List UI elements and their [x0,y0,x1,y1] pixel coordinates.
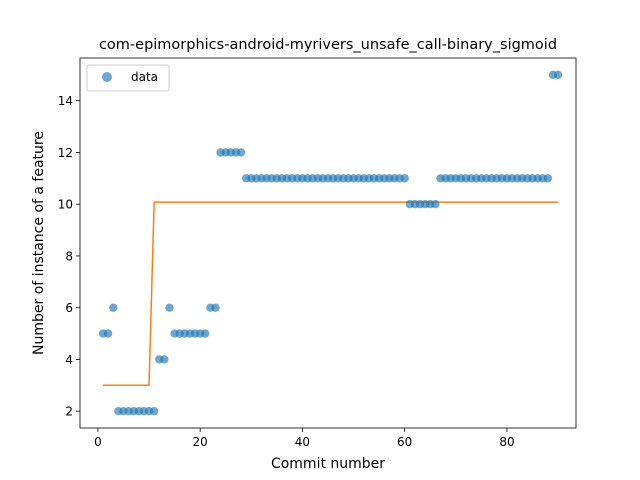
data-point [165,303,174,312]
axes-frame [79,57,577,429]
x-tick-label: 60 [397,435,412,449]
y-axis-label: Number of instance of a feature [31,131,47,355]
y-axis: 2 4 6 8 10 12 14 [58,94,80,419]
y-tick-label: 14 [58,94,73,108]
data-point [553,70,563,80]
y-tick-label: 4 [65,353,73,367]
y-tick-label: 12 [58,146,73,160]
fit-line [103,201,559,387]
y-tick-label: 8 [65,249,73,263]
x-axis-label: Commit number [271,456,385,472]
x-axis: 0 20 40 60 80 [94,428,515,449]
legend-box [86,64,170,92]
x-tick-label: 20 [193,435,208,449]
x-tick-label: 80 [499,435,514,449]
x-tick-label: 40 [295,435,310,449]
data-point [211,303,220,312]
plot-area [98,70,563,416]
legend-marker-data [102,72,112,82]
x-tick-label: 0 [94,435,102,449]
data-point [201,329,210,338]
data-point [236,148,246,157]
data-point [543,174,553,183]
data-point [103,329,113,338]
data-point [109,303,118,312]
data-point [400,174,409,183]
y-tick-label: 2 [65,405,73,419]
y-tick-label: 10 [58,198,73,212]
legend: data [86,64,170,92]
chart-title: com-epimorphics-android-myrivers_unsafe_… [99,37,557,53]
data-point [160,355,169,364]
legend-label-data: data [131,70,158,84]
data-point [149,406,159,416]
y-tick-label: 6 [65,301,73,315]
data-point [431,199,440,209]
